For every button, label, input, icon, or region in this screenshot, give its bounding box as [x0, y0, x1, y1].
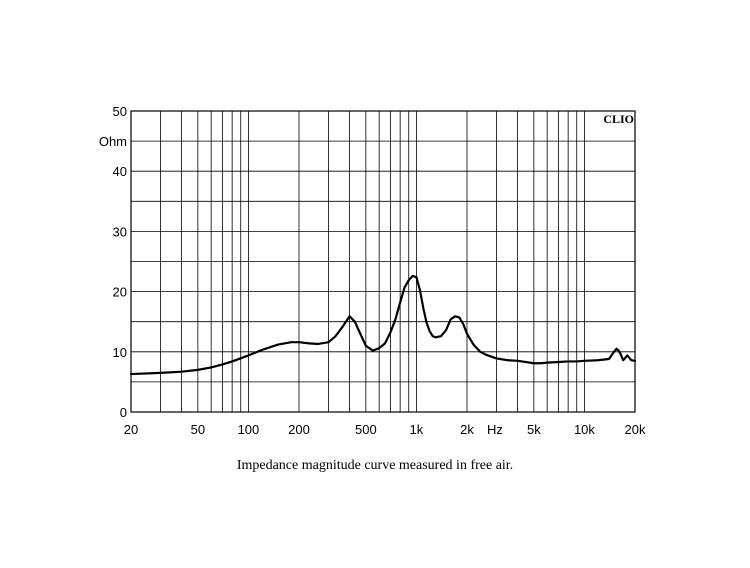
y-tick-label: 0 [120, 405, 127, 420]
x-tick-label: 10k [574, 422, 595, 437]
x-tick-labels: 20 50 100 200 500 1k 2k 5k 10k 20k [124, 422, 646, 437]
y-tick-labels: 0 10 20 30 40 50 [113, 104, 127, 420]
grid [131, 111, 635, 412]
x-axis-label: Hz [487, 422, 503, 437]
x-tick-label: 50 [191, 422, 205, 437]
x-tick-label: 100 [238, 422, 260, 437]
curve-layer [129, 274, 637, 376]
x-tick-label: 500 [355, 422, 377, 437]
impedance-curve [129, 274, 637, 376]
x-tick-label: 20 [124, 422, 138, 437]
plot-frame [130, 110, 636, 413]
x-tick-label: 2k [460, 422, 474, 437]
x-tick-label: 5k [527, 422, 541, 437]
y-tick-label: 10 [113, 345, 127, 360]
x-tick-label: 1k [410, 422, 424, 437]
x-tick-label: 20k [625, 422, 646, 437]
y-tick-label: 50 [113, 104, 127, 119]
chart-caption: Impedance magnitude curve measured in fr… [236, 458, 514, 473]
y-tick-label: 20 [113, 285, 127, 300]
y-axis-label: Ohm [99, 134, 127, 149]
y-tick-label: 30 [113, 224, 127, 239]
x-tick-label: 200 [288, 422, 310, 437]
brand-label: CLIO [603, 112, 634, 126]
y-tick-label: 40 [113, 164, 127, 179]
